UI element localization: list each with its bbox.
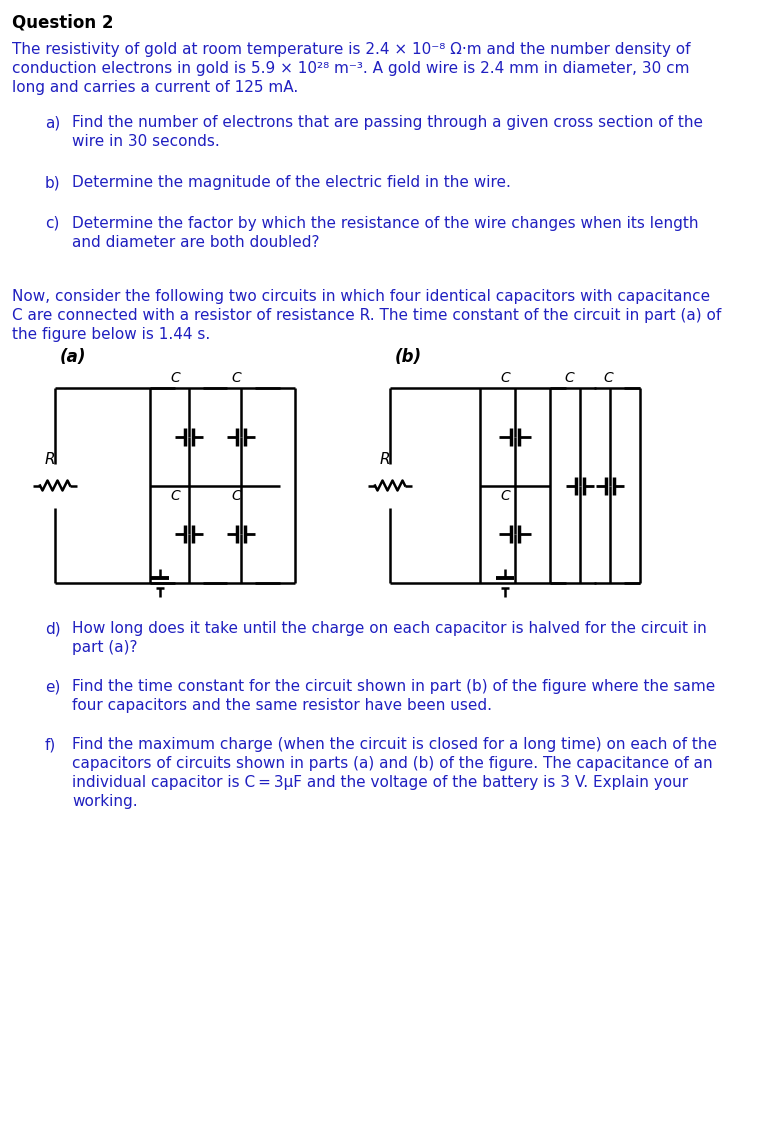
Text: b): b) xyxy=(45,175,60,190)
Text: f): f) xyxy=(45,737,56,751)
Text: a): a) xyxy=(45,115,60,130)
Text: e): e) xyxy=(45,679,60,694)
Text: wire in 30 seconds.: wire in 30 seconds. xyxy=(72,134,220,148)
Text: long and carries a current of 125 mA.: long and carries a current of 125 mA. xyxy=(12,80,298,95)
Text: d): d) xyxy=(45,621,60,636)
Text: C: C xyxy=(500,371,510,385)
Text: C: C xyxy=(604,371,613,385)
Text: c): c) xyxy=(45,216,60,231)
Text: R: R xyxy=(380,452,391,467)
Text: R: R xyxy=(45,452,55,467)
Text: the figure below is 1.44 s.: the figure below is 1.44 s. xyxy=(12,327,211,341)
Text: Question 2: Question 2 xyxy=(12,14,114,32)
Text: C: C xyxy=(231,371,241,385)
Text: four capacitors and the same resistor have been used.: four capacitors and the same resistor ha… xyxy=(72,698,492,713)
Text: and diameter are both doubled?: and diameter are both doubled? xyxy=(72,235,320,250)
Text: C are connected with a resistor of resistance R. The time constant of the circui: C are connected with a resistor of resis… xyxy=(12,308,721,323)
Text: (a): (a) xyxy=(60,348,86,365)
Text: The resistivity of gold at room temperature is 2.4 × 10⁻⁸ Ω·m and the number den: The resistivity of gold at room temperat… xyxy=(12,42,691,57)
Text: Determine the factor by which the resistance of the wire changes when its length: Determine the factor by which the resist… xyxy=(72,216,698,231)
Text: working.: working. xyxy=(72,794,137,809)
Text: C: C xyxy=(565,371,575,385)
Text: Find the time constant for the circuit shown in part (b) of the figure where the: Find the time constant for the circuit s… xyxy=(72,679,715,694)
Text: C: C xyxy=(170,489,180,502)
Text: C: C xyxy=(500,489,510,502)
Text: Find the number of electrons that are passing through a given cross section of t: Find the number of electrons that are pa… xyxy=(72,115,703,130)
Text: (b): (b) xyxy=(395,348,422,365)
Text: part (a)?: part (a)? xyxy=(72,640,137,656)
Text: Determine the magnitude of the electric field in the wire.: Determine the magnitude of the electric … xyxy=(72,175,511,190)
Text: C: C xyxy=(231,489,241,502)
Text: conduction electrons in gold is 5.9 × 10²⁸ m⁻³. A gold wire is 2.4 mm in diamete: conduction electrons in gold is 5.9 × 10… xyxy=(12,61,690,77)
Text: capacitors of circuits shown in parts (a) and (b) of the figure. The capacitance: capacitors of circuits shown in parts (a… xyxy=(72,756,713,771)
Text: individual capacitor is C = 3μF and the voltage of the battery is 3 V. Explain y: individual capacitor is C = 3μF and the … xyxy=(72,775,688,790)
Text: C: C xyxy=(170,371,180,385)
Text: Find the maximum charge (when the circuit is closed for a long time) on each of : Find the maximum charge (when the circui… xyxy=(72,737,717,751)
Text: How long does it take until the charge on each capacitor is halved for the circu: How long does it take until the charge o… xyxy=(72,621,707,636)
Text: Now, consider the following two circuits in which four identical capacitors with: Now, consider the following two circuits… xyxy=(12,289,710,304)
